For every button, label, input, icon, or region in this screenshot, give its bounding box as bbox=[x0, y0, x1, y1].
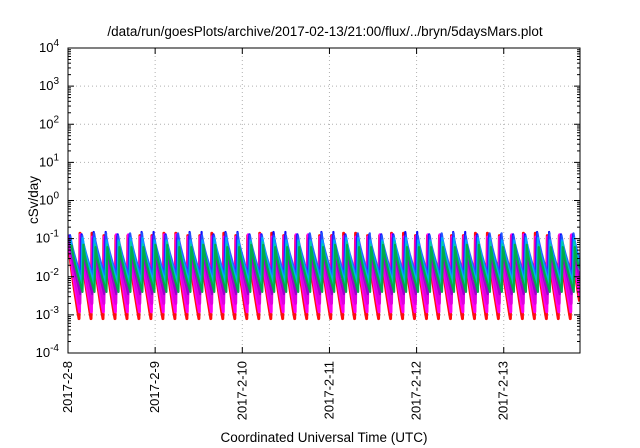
y-tick-base: 10 bbox=[36, 345, 50, 360]
y-axis-label: cSv/day bbox=[26, 176, 41, 224]
y-tick-label: 103 bbox=[39, 76, 59, 93]
x-tick-label: 2017-2-9 bbox=[147, 361, 162, 413]
y-tick-base: 10 bbox=[39, 154, 53, 169]
y-tick-exponent: 2 bbox=[53, 114, 59, 125]
y-tick-base: 10 bbox=[36, 307, 50, 322]
ticks bbox=[67, 47, 580, 354]
y-tick-base: 10 bbox=[39, 40, 53, 55]
y-tick-label: 10-4 bbox=[36, 343, 60, 360]
y-tick-exponent: 3 bbox=[53, 76, 59, 87]
y-tick-exponent: -2 bbox=[50, 267, 59, 278]
y-tick-label: 10-1 bbox=[36, 229, 60, 246]
x-tick-label: 2017-2-8 bbox=[60, 361, 75, 413]
y-tick-label: 101 bbox=[39, 152, 59, 169]
y-tick-label: 104 bbox=[39, 38, 59, 55]
y-tick-base: 10 bbox=[39, 193, 53, 208]
y-tick-exponent: 4 bbox=[53, 38, 59, 49]
y-tick-base: 10 bbox=[36, 269, 50, 284]
y-tick-exponent: 1 bbox=[53, 152, 59, 163]
y-tick-base: 10 bbox=[36, 231, 50, 246]
y-tick-exponent: 0 bbox=[53, 191, 59, 202]
y-tick-label: 10-3 bbox=[36, 305, 60, 322]
y-tick-label: 102 bbox=[39, 114, 59, 131]
chart-title: /data/run/goesPlots/archive/2017-02-13/2… bbox=[107, 24, 542, 39]
x-tick-label: 2017-2-11 bbox=[321, 361, 336, 419]
y-tick-base: 10 bbox=[39, 78, 53, 93]
y-tick-label: 100 bbox=[39, 191, 59, 208]
y-tick-exponent: -4 bbox=[50, 343, 59, 354]
x-tick-labels: 2017-2-8 2017-2-9 2017-2-10 2017-2-11 2017-2… bbox=[60, 361, 511, 420]
data-series bbox=[68, 230, 580, 321]
series-line-8 bbox=[70, 243, 580, 293]
y-tick-exponent: -1 bbox=[50, 229, 59, 240]
x-tick-label: 2017-2-12 bbox=[409, 361, 424, 420]
x-axis-label: Coordinated Universal Time (UTC) bbox=[220, 430, 427, 445]
y-tick-base: 10 bbox=[39, 116, 53, 131]
x-tick-label: 2017-2-10 bbox=[234, 361, 249, 420]
y-tick-exponent: -3 bbox=[50, 305, 59, 316]
x-tick-label: 2017-2-13 bbox=[496, 361, 511, 420]
y-tick-label: 10-2 bbox=[36, 267, 60, 284]
